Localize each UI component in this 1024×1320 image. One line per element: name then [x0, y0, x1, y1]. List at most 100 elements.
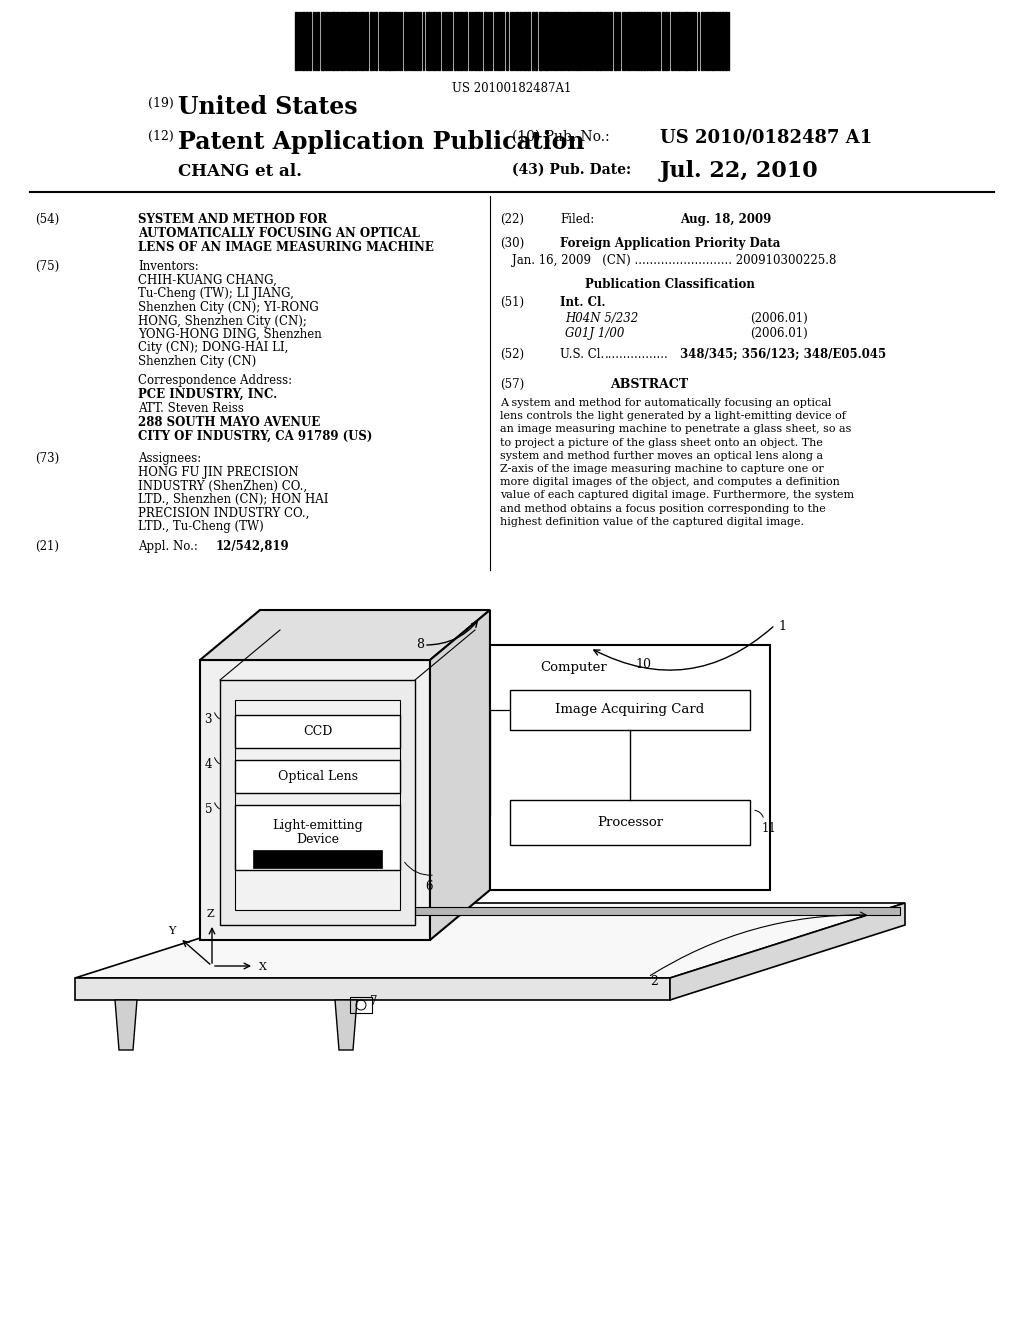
Text: (21): (21): [35, 540, 59, 553]
Polygon shape: [200, 660, 430, 940]
Bar: [341, 12, 343, 70]
Bar: [428, 12, 430, 70]
Text: Appl. No.:: Appl. No.:: [138, 540, 198, 553]
Bar: [510, 690, 750, 730]
Bar: [646, 12, 648, 70]
Bar: [643, 12, 645, 70]
Bar: [457, 12, 459, 70]
Bar: [532, 12, 534, 70]
Polygon shape: [670, 903, 905, 1001]
Text: (52): (52): [500, 348, 524, 360]
Text: 4: 4: [205, 758, 212, 771]
Text: Correspondence Address:: Correspondence Address:: [138, 374, 292, 387]
Text: YONG-HONG DING, Shenzhen: YONG-HONG DING, Shenzhen: [138, 327, 322, 341]
Bar: [671, 12, 673, 70]
Text: CHIH-KUANG CHANG,: CHIH-KUANG CHANG,: [138, 275, 276, 286]
Text: (51): (51): [500, 296, 524, 309]
Text: Light-emitting: Light-emitting: [272, 818, 362, 832]
Polygon shape: [305, 907, 900, 915]
Text: (54): (54): [35, 213, 59, 226]
Bar: [722, 12, 724, 70]
Bar: [614, 12, 616, 70]
Text: 8: 8: [416, 638, 424, 651]
Bar: [370, 12, 372, 70]
Text: Y: Y: [168, 927, 176, 936]
Text: 2: 2: [650, 975, 657, 987]
Bar: [321, 12, 324, 70]
Text: (2006.01): (2006.01): [750, 312, 808, 325]
Polygon shape: [335, 1001, 357, 1049]
Bar: [306, 12, 308, 70]
Bar: [309, 12, 311, 70]
Bar: [220, 680, 415, 925]
Text: Jan. 16, 2009   (CN) .......................... 200910300225.8: Jan. 16, 2009 (CN) .....................…: [512, 253, 837, 267]
Bar: [366, 12, 368, 70]
Bar: [234, 715, 400, 748]
Text: an image measuring machine to penetrate a glass sheet, so as: an image measuring machine to penetrate …: [500, 425, 851, 434]
Text: more digital images of the object, and computes a definition: more digital images of the object, and c…: [500, 478, 840, 487]
Text: LENS OF AN IMAGE MEASURING MACHINE: LENS OF AN IMAGE MEASURING MACHINE: [138, 242, 434, 253]
Bar: [665, 12, 667, 70]
Text: Z: Z: [206, 909, 214, 919]
Text: 348/345; 356/123; 348/E05.045: 348/345; 356/123; 348/E05.045: [680, 348, 886, 360]
Bar: [348, 12, 350, 70]
Bar: [560, 12, 562, 70]
Bar: [253, 850, 382, 869]
Bar: [465, 12, 467, 70]
Bar: [317, 12, 319, 70]
Bar: [438, 12, 440, 70]
Bar: [336, 12, 338, 70]
Polygon shape: [115, 1001, 137, 1049]
Bar: [519, 12, 521, 70]
Text: (57): (57): [500, 378, 524, 391]
Text: (22): (22): [500, 213, 524, 226]
Bar: [375, 12, 377, 70]
Text: system and method further moves an optical lens along a: system and method further moves an optic…: [500, 451, 823, 461]
Text: Optical Lens: Optical Lens: [278, 770, 357, 783]
Text: HONG FU JIN PRECISION: HONG FU JIN PRECISION: [138, 466, 299, 479]
Text: Shenzhen City (CN); YI-RONG: Shenzhen City (CN); YI-RONG: [138, 301, 318, 314]
Text: 5: 5: [205, 803, 212, 816]
Text: ATT. Steven Reiss: ATT. Steven Reiss: [138, 403, 244, 414]
Text: G01J 1/00: G01J 1/00: [565, 327, 625, 341]
Bar: [539, 12, 542, 70]
Text: 10: 10: [635, 657, 651, 671]
Bar: [433, 12, 435, 70]
Bar: [524, 12, 526, 70]
Bar: [725, 12, 727, 70]
Bar: [413, 12, 415, 70]
Bar: [234, 760, 400, 793]
Bar: [575, 12, 578, 70]
Text: and method obtains a focus position corresponding to the: and method obtains a focus position corr…: [500, 504, 825, 513]
Bar: [555, 12, 557, 70]
Bar: [651, 12, 653, 70]
Polygon shape: [75, 978, 670, 1001]
Text: US 2010/0182487 A1: US 2010/0182487 A1: [660, 128, 872, 147]
Text: ABSTRACT: ABSTRACT: [610, 378, 688, 391]
Text: .................: .................: [605, 348, 669, 360]
Bar: [351, 12, 353, 70]
Text: 11: 11: [762, 822, 777, 836]
Polygon shape: [75, 903, 905, 978]
Text: Jul. 22, 2010: Jul. 22, 2010: [660, 160, 818, 182]
Bar: [506, 12, 508, 70]
Bar: [706, 12, 708, 70]
Bar: [460, 12, 462, 70]
Text: 3: 3: [205, 713, 212, 726]
Bar: [510, 800, 750, 845]
Bar: [484, 12, 486, 70]
Text: Assignees:: Assignees:: [138, 451, 202, 465]
Text: Image Acquiring Card: Image Acquiring Card: [555, 704, 705, 717]
Bar: [490, 645, 770, 890]
Text: Device: Device: [296, 833, 339, 846]
Bar: [419, 12, 421, 70]
Text: Publication Classification: Publication Classification: [585, 279, 755, 290]
Text: A system and method for automatically focusing an optical: A system and method for automatically fo…: [500, 399, 831, 408]
Text: Foreign Application Priority Data: Foreign Application Priority Data: [560, 238, 780, 249]
Text: Patent Application Publication: Patent Application Publication: [178, 129, 585, 154]
Text: (73): (73): [35, 451, 59, 465]
Text: Aug. 18, 2009: Aug. 18, 2009: [680, 213, 771, 226]
Bar: [295, 12, 297, 70]
Bar: [302, 12, 305, 70]
Polygon shape: [430, 610, 490, 940]
